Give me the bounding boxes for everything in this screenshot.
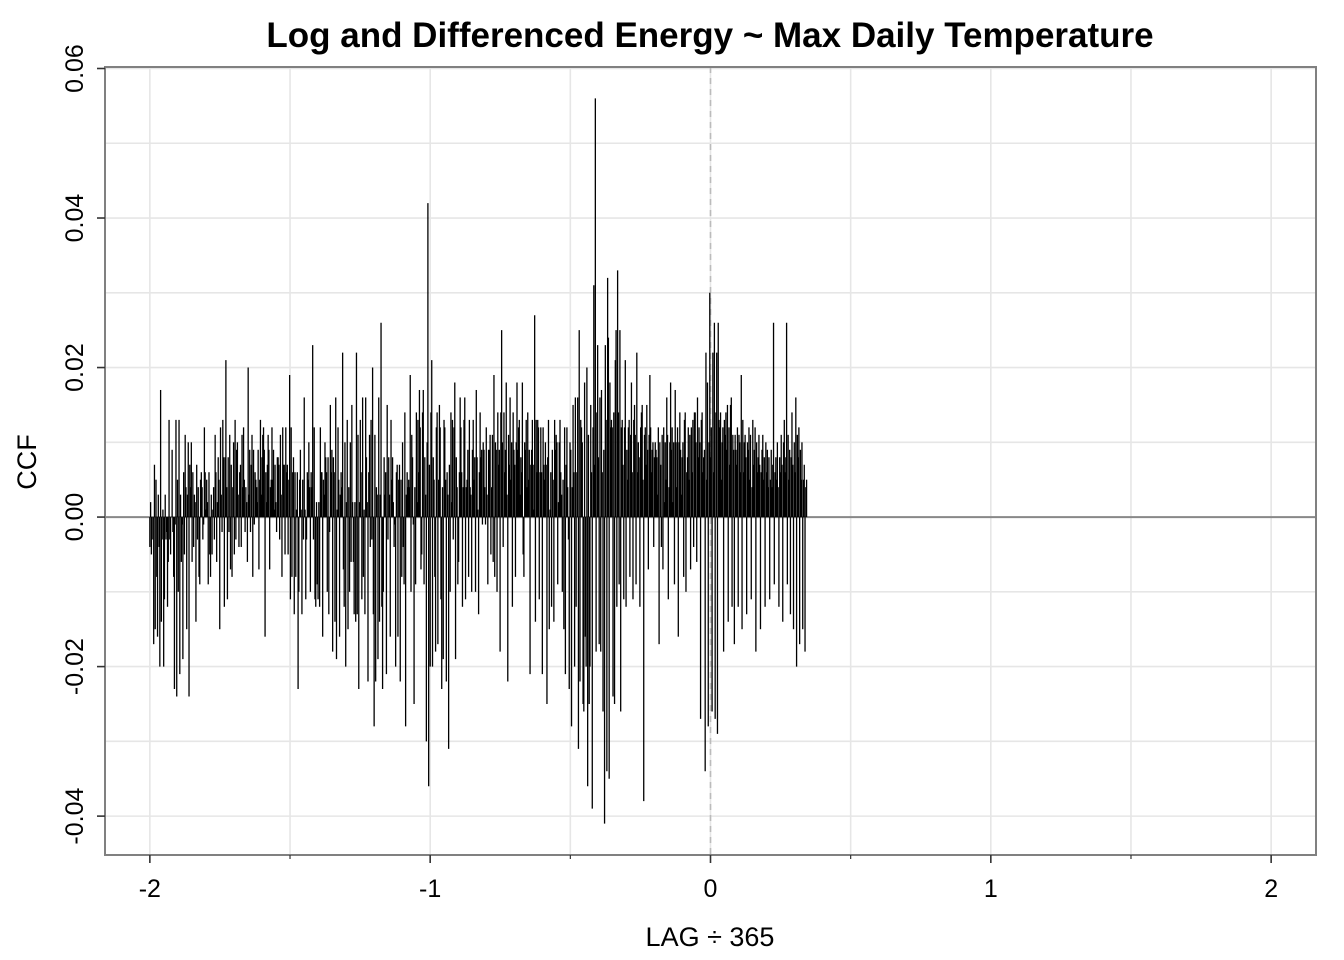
x-tick-label: 0 [704,875,718,903]
x-axis-ticks: -2 -1 0 1 2 [139,855,1278,903]
y-tick-label: 0.00 [61,493,89,542]
y-tick-label: -0.02 [61,638,89,695]
y-tick-label: -0.04 [61,788,89,845]
y-tick-label: 0.06 [61,44,89,93]
y-tick-label: 0.02 [61,343,89,392]
x-tick-label: -2 [139,875,161,903]
ccf-bars [149,98,808,824]
x-tick-label: 1 [984,875,998,903]
chart-title: Log and Differenced Energy ~ Max Daily T… [266,16,1153,55]
x-tick-label: 2 [1264,875,1278,903]
y-axis-ticks: -0.04 -0.02 0.00 0.02 0.04 0.06 [61,44,105,845]
y-tick-label: 0.04 [61,194,89,243]
x-tick-label: -1 [419,875,441,903]
x-axis-label: LAG ÷ 365 [646,922,775,952]
y-axis-label: CCF [12,434,42,490]
